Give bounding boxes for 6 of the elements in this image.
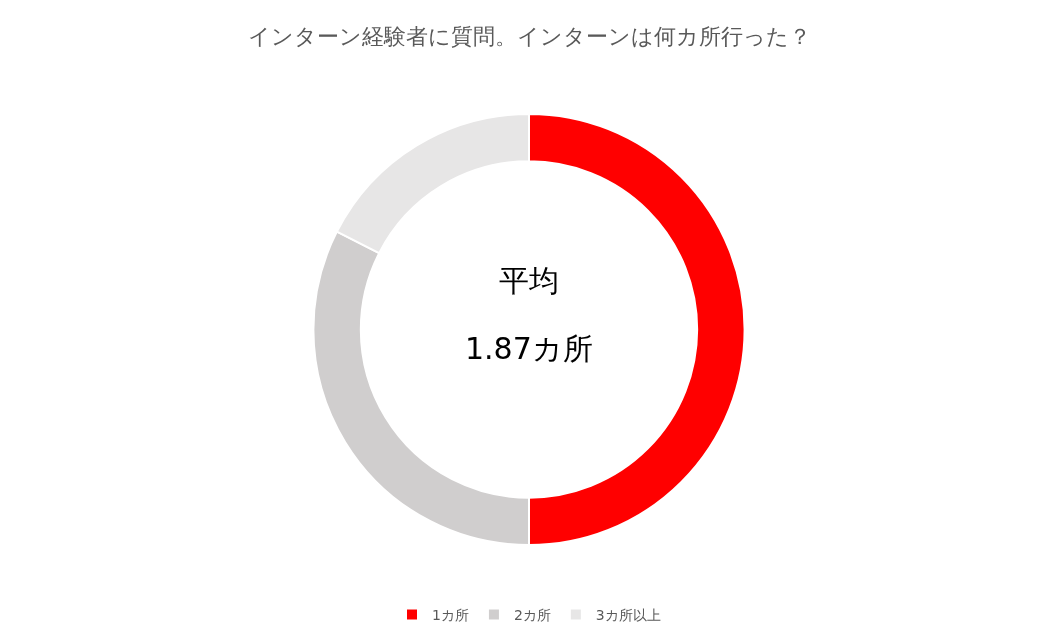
- text: 1.87カ所: [465, 331, 593, 366]
- text: 平均: [499, 263, 559, 298]
- legend-label: 2カ所: [513, 607, 551, 624]
- legend-label: 3カ所以上: [595, 607, 661, 624]
- legend-label: 1カ所: [432, 607, 469, 624]
- chart-title: インターン経験者に質問。インターンは何カ所行った？: [247, 24, 811, 50]
